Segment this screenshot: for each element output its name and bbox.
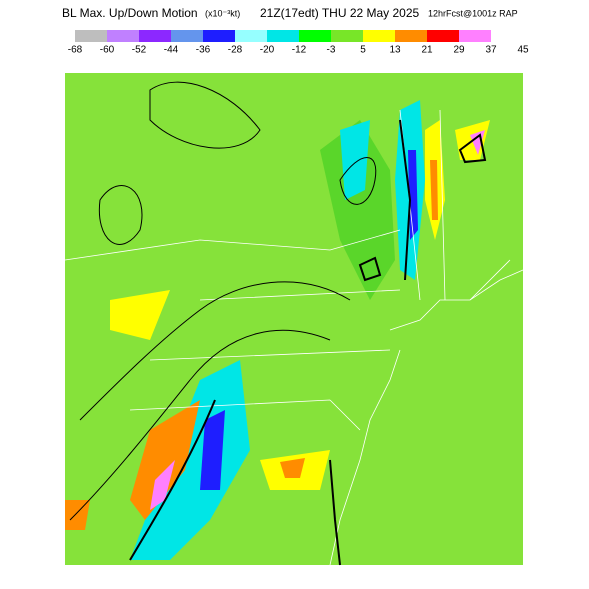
legend-label: -44	[164, 45, 179, 56]
field-patch	[110, 290, 170, 340]
field-patch	[65, 500, 90, 530]
legend-label: 5	[360, 45, 366, 56]
field-patch	[200, 410, 225, 490]
legend-swatch	[107, 30, 139, 42]
legend-swatch	[459, 30, 491, 42]
field-patch	[408, 150, 418, 240]
map	[64, 73, 524, 566]
legend-label: 45	[517, 45, 529, 56]
field-patch	[430, 160, 438, 220]
legend-swatch	[235, 30, 267, 42]
contours	[69, 81, 487, 566]
field-patch	[150, 460, 175, 510]
field-patch	[340, 120, 370, 200]
legend-swatch	[427, 30, 459, 42]
legend-label: -12	[292, 45, 307, 56]
legend-swatch	[331, 30, 363, 42]
color-legend: -68 -60 -52 -44 -36 -28 -20 -12 -3 5 13 21 29 37 45	[68, 30, 529, 56]
field-patch	[320, 120, 395, 300]
legend-label: -20	[260, 45, 275, 56]
legend-swatch	[139, 30, 171, 42]
legend-label: -52	[132, 45, 147, 56]
valid-time: 21Z(17edt) THU 22 May 2025	[260, 6, 420, 20]
field-patch	[130, 400, 200, 520]
legend-label: -60	[100, 45, 115, 56]
legend-swatch	[267, 30, 299, 42]
legend-swatch	[395, 30, 427, 42]
legend-label: 21	[421, 45, 433, 56]
legend-label: -36	[196, 45, 211, 56]
forecast-info: 12hrFcst@1001z RAP	[428, 8, 518, 18]
units: (x10⁻³kt)	[205, 8, 240, 18]
legend-label: -68	[68, 45, 83, 56]
legend-swatch	[171, 30, 203, 42]
legend-label: -28	[228, 45, 243, 56]
title: BL Max. Up/Down Motion	[62, 6, 198, 20]
legend-label: 29	[453, 45, 465, 56]
legend-label: -3	[327, 45, 336, 56]
legend-swatch	[363, 30, 395, 42]
legend-label: 13	[389, 45, 401, 56]
legend-swatch	[299, 30, 331, 42]
legend-swatch	[75, 30, 107, 42]
legend-swatch	[203, 30, 235, 42]
field-patch	[280, 458, 305, 478]
legend-label: 37	[485, 45, 497, 56]
